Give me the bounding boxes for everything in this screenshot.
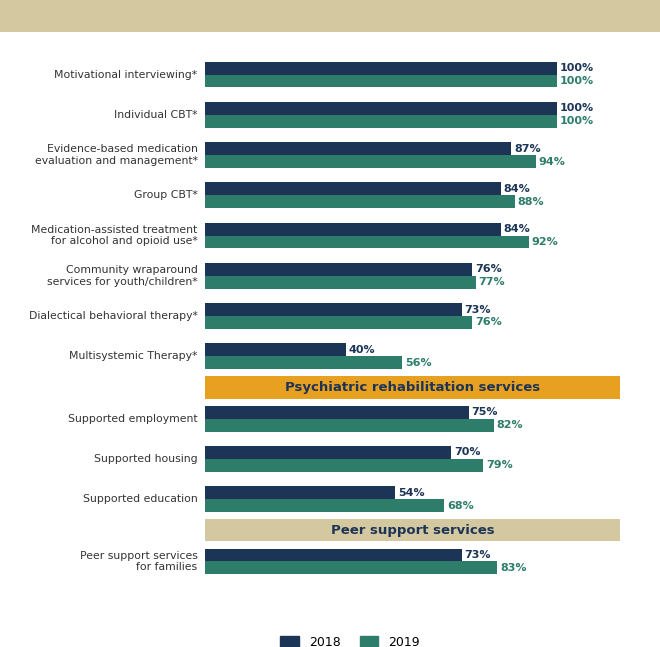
Bar [205, 263, 473, 276]
Bar [205, 344, 346, 356]
Text: 40%: 40% [348, 345, 375, 355]
Bar [205, 115, 557, 127]
Bar [205, 419, 494, 432]
Text: Medication-assisted treatment
for alcohol and opioid use*: Medication-assisted treatment for alcoho… [31, 225, 197, 247]
Bar [205, 236, 529, 248]
Text: 82%: 82% [496, 420, 523, 430]
Text: Group CBT*: Group CBT* [134, 190, 197, 201]
Text: 76%: 76% [475, 318, 502, 327]
Bar [205, 406, 469, 419]
Text: 94%: 94% [539, 157, 566, 166]
Text: 56%: 56% [405, 358, 432, 367]
Text: Supported education: Supported education [82, 494, 197, 504]
Text: Evidence-based medication
evaluation and management*: Evidence-based medication evaluation and… [34, 144, 197, 166]
Text: 87%: 87% [514, 144, 541, 153]
Bar [205, 377, 620, 399]
Bar [205, 549, 462, 562]
Text: 88%: 88% [517, 197, 544, 207]
Bar [205, 562, 497, 575]
Bar [205, 487, 395, 499]
Text: Peer support services: Peer support services [331, 524, 494, 537]
Text: Individual CBT*: Individual CBT* [114, 110, 197, 120]
Text: Outpatient mental health and/or SUD services: Outpatient mental health and/or SUD serv… [240, 38, 585, 51]
Bar [205, 276, 476, 289]
Text: Psychiatric rehabilitation services: Psychiatric rehabilitation services [285, 381, 540, 394]
Text: 83%: 83% [500, 563, 527, 573]
Text: 77%: 77% [478, 277, 506, 287]
Text: Motivational interviewing*: Motivational interviewing* [54, 70, 197, 80]
Text: 75%: 75% [472, 407, 498, 417]
Bar [205, 61, 557, 74]
Text: 100%: 100% [560, 63, 594, 73]
Bar [205, 446, 451, 459]
Text: 79%: 79% [486, 460, 513, 470]
Bar [205, 303, 462, 316]
Text: 84%: 84% [504, 184, 530, 194]
Text: 100%: 100% [560, 76, 594, 86]
Text: 76%: 76% [475, 265, 502, 274]
Text: 70%: 70% [454, 448, 480, 457]
Text: 73%: 73% [465, 550, 491, 560]
Bar [205, 182, 500, 195]
Text: 73%: 73% [465, 305, 491, 314]
Text: Dialectical behavioral therapy*: Dialectical behavioral therapy* [28, 311, 197, 321]
Text: 68%: 68% [447, 501, 474, 510]
Bar [205, 520, 620, 542]
Text: 100%: 100% [560, 116, 594, 126]
Text: Supported housing: Supported housing [94, 454, 197, 464]
Text: 100%: 100% [560, 104, 594, 113]
Bar [205, 142, 511, 155]
Text: 54%: 54% [398, 488, 424, 498]
Bar [205, 223, 500, 236]
Text: Peer support services
for families: Peer support services for families [80, 551, 197, 573]
Bar [205, 499, 444, 512]
Text: Supported employment: Supported employment [68, 413, 197, 424]
Bar [205, 102, 557, 115]
Text: 84%: 84% [504, 224, 530, 234]
Bar [205, 316, 473, 329]
Text: 92%: 92% [531, 237, 558, 247]
Text: Multisystemic Therapy*: Multisystemic Therapy* [69, 351, 197, 361]
Bar [205, 155, 536, 168]
Bar [205, 356, 402, 369]
Bar [205, 195, 515, 208]
Text: Community wraparound
services for youth/children*: Community wraparound services for youth/… [47, 265, 197, 287]
Legend: 2018, 2019: 2018, 2019 [275, 631, 425, 647]
Bar [205, 459, 483, 472]
Bar [205, 74, 557, 87]
